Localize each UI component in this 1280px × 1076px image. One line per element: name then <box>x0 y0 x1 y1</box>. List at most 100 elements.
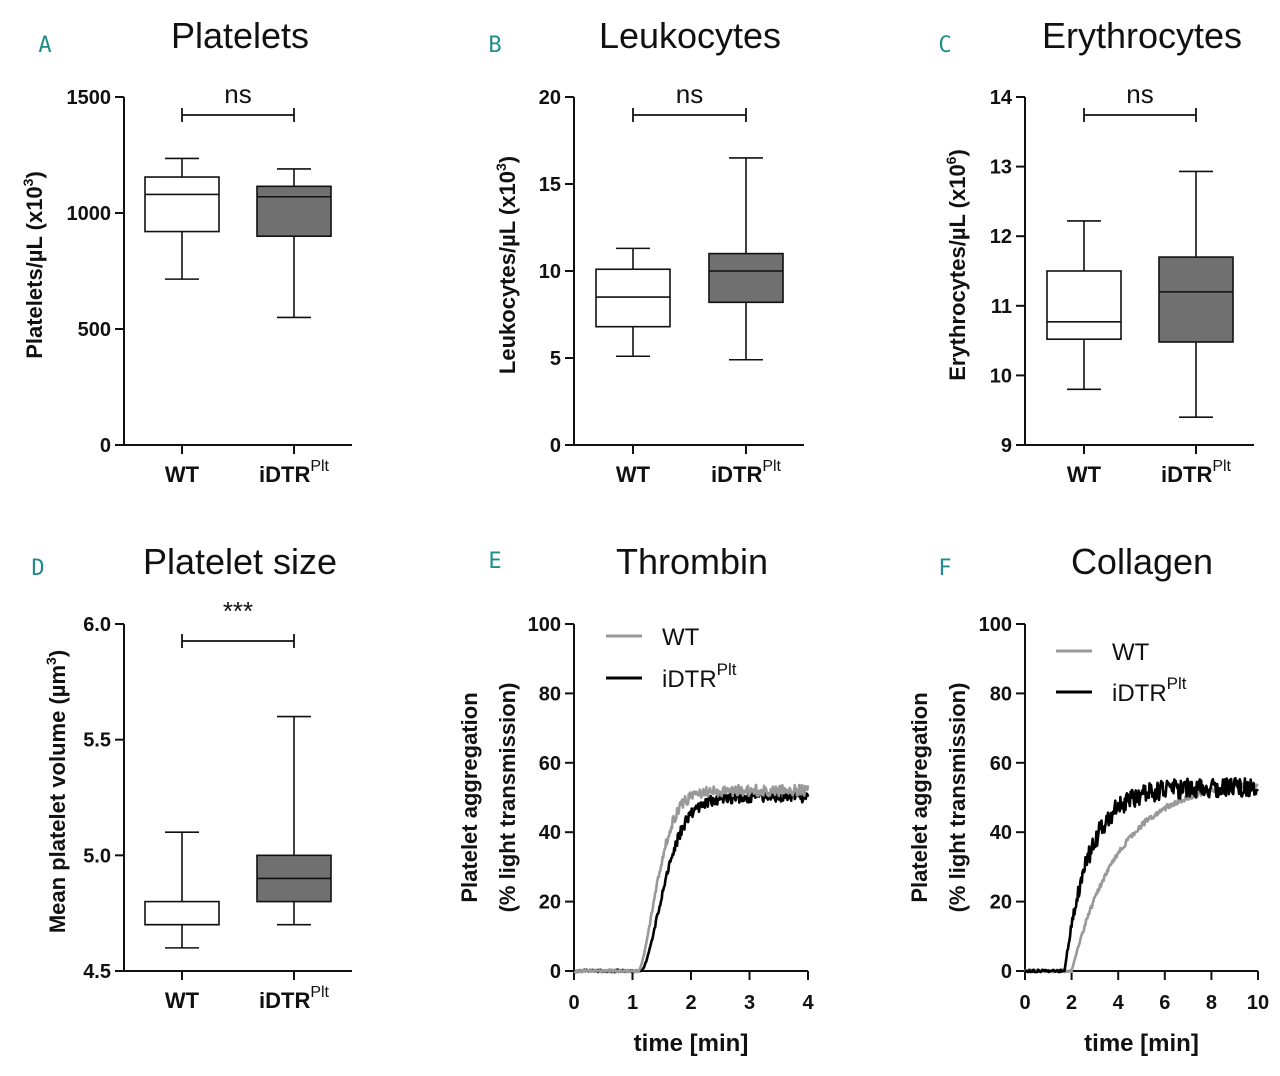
y-axis-label: (% light transmission) <box>945 683 970 913</box>
significance-label: ns <box>1126 79 1153 109</box>
y-tick-label: 1000 <box>67 203 112 225</box>
y-tick-label: 60 <box>990 753 1012 775</box>
y-axis-label: Platelet aggregation <box>457 692 482 902</box>
box-iqr <box>1158 256 1234 343</box>
y-axis-label: Platelets/µL (x103) <box>20 171 47 359</box>
y-tick-label: 1500 <box>67 87 112 109</box>
panel-a: A Platelets 0 500 1000 1500 Platelets/µL (x103… <box>20 15 352 487</box>
y-tick-label: 9 <box>1001 435 1012 457</box>
panel-title: Erythrocytes <box>1042 15 1242 56</box>
x-axis-label: time [min] <box>634 1030 749 1057</box>
significance-label: ns <box>224 79 251 109</box>
category-label-superscript: Plt <box>1212 458 1231 475</box>
x-tick-label: 3 <box>744 992 755 1014</box>
panel-d: D Platelet size 4.5 5.0 5.5 6.0 Mean platelet … <box>31 541 352 1013</box>
category-label: WT <box>1067 462 1102 487</box>
x-axis-label: time [min] <box>1084 1030 1199 1057</box>
box-iqr <box>144 900 220 926</box>
y-axis-label-close: ) <box>495 156 520 163</box>
panel-title: Platelets <box>171 15 309 56</box>
y-axis-label-text: Leukocytes/µL (x10 <box>495 171 520 374</box>
x-tick-label: 1 <box>627 992 638 1014</box>
y-tick-label: 14 <box>990 87 1013 109</box>
panel-c: C Erythrocytes 9 10 11 12 13 14 Erythrocytes/µL … <box>938 15 1254 487</box>
y-tick-label: 10 <box>539 261 561 283</box>
y-axis-label: Erythrocytes/µL (x106) <box>943 149 970 381</box>
significance-label: *** <box>223 596 253 626</box>
y-tick-label: 5.5 <box>83 730 111 752</box>
category-label: iDTRPlt <box>711 458 782 487</box>
y-tick-label: 40 <box>539 822 561 844</box>
series-line-idtr <box>572 790 810 974</box>
panel-b: B Leukocytes 0 5 10 15 20 Leukocytes/µL (x103) W… <box>488 15 804 487</box>
x-tick-label: 8 <box>1206 992 1217 1014</box>
y-axis-label-text: Erythrocytes/µL (x10 <box>945 164 970 380</box>
category-label-text: WT <box>616 462 651 487</box>
series-line-wt <box>1023 781 1259 974</box>
y-tick-label: 80 <box>990 683 1012 705</box>
legend-label: WT <box>1112 639 1150 666</box>
y-axis-label: Mean platelet volume (µm3) <box>43 650 70 933</box>
y-axis-label-close: ) <box>22 171 47 178</box>
legend-label-text: iDTR <box>1112 680 1167 707</box>
y-tick-label: 20 <box>990 892 1012 914</box>
category-label: WT <box>165 988 200 1013</box>
y-tick-label: 5 <box>550 348 561 370</box>
y-tick-label: 13 <box>990 157 1012 179</box>
x-tick-label: 6 <box>1159 992 1170 1014</box>
panel-label: D <box>31 556 44 581</box>
y-tick-label: 500 <box>78 319 111 341</box>
y-tick-label: 0 <box>550 435 561 457</box>
category-label-text: iDTR <box>1161 462 1212 487</box>
box-iqr <box>708 252 784 304</box>
category-label-text: iDTR <box>259 462 310 487</box>
panel-label: A <box>38 33 51 58</box>
category-label: WT <box>165 462 200 487</box>
y-axis-label-superscript: 6 <box>943 156 959 164</box>
category-label: iDTRPlt <box>259 458 330 487</box>
y-tick-label: 0 <box>550 961 561 983</box>
y-axis-label-close: ) <box>45 650 70 657</box>
y-tick-label: 60 <box>539 753 561 775</box>
legend-label: iDTRPlt <box>662 660 737 693</box>
y-axis-label-text: Platelets/µL (x10 <box>22 186 47 358</box>
panel-f: F Collagen 0 20 40 60 80 100 0 2 4 6 8 10 time [min] Pl… <box>907 541 1269 1057</box>
y-tick-label: 80 <box>539 683 561 705</box>
legend-label: WT <box>662 624 700 651</box>
legend-label: iDTRPlt <box>1112 674 1187 707</box>
legend-label-text: WT <box>662 624 700 651</box>
box-iqr <box>256 185 332 238</box>
panel-e: E Thrombin 0 20 40 60 80 100 0 1 2 3 4 time [min] Plat… <box>457 541 814 1057</box>
y-tick-label: 20 <box>539 87 561 109</box>
series-line-idtr <box>1024 777 1259 974</box>
y-axis-label: Platelet aggregation <box>907 692 932 902</box>
legend-label-superscript: Plt <box>1167 674 1187 693</box>
x-tick-label: 0 <box>1019 992 1030 1014</box>
y-axis-label: (% light transmission) <box>495 683 520 913</box>
category-label-superscript: Plt <box>762 458 781 475</box>
y-tick-label: 100 <box>979 614 1012 636</box>
panel-title: Thrombin <box>616 541 768 582</box>
series-line-wt <box>573 783 810 974</box>
panel-title: Platelet size <box>143 541 337 582</box>
category-label: WT <box>616 462 651 487</box>
category-label-superscript: Plt <box>310 458 329 475</box>
y-axis-label-superscript: 3 <box>493 163 509 171</box>
y-tick-label: 0 <box>100 435 111 457</box>
y-tick-label: 12 <box>990 226 1012 248</box>
significance-label: ns <box>676 79 703 109</box>
category-label-text: WT <box>165 988 200 1013</box>
y-tick-label: 10 <box>990 365 1012 387</box>
box-iqr <box>595 268 671 328</box>
category-label: iDTRPlt <box>1161 458 1232 487</box>
y-axis-label-text: Mean platelet volume (µm <box>45 665 70 933</box>
x-tick-label: 2 <box>685 992 696 1014</box>
category-label-superscript: Plt <box>310 984 329 1001</box>
x-tick-label: 0 <box>568 992 579 1014</box>
box-iqr <box>144 176 220 233</box>
category-label-text: WT <box>1067 462 1102 487</box>
y-tick-label: 6.0 <box>83 614 111 636</box>
y-axis-label-close: ) <box>945 149 970 156</box>
y-tick-label: 15 <box>539 174 561 196</box>
category-label: iDTRPlt <box>259 984 330 1013</box>
